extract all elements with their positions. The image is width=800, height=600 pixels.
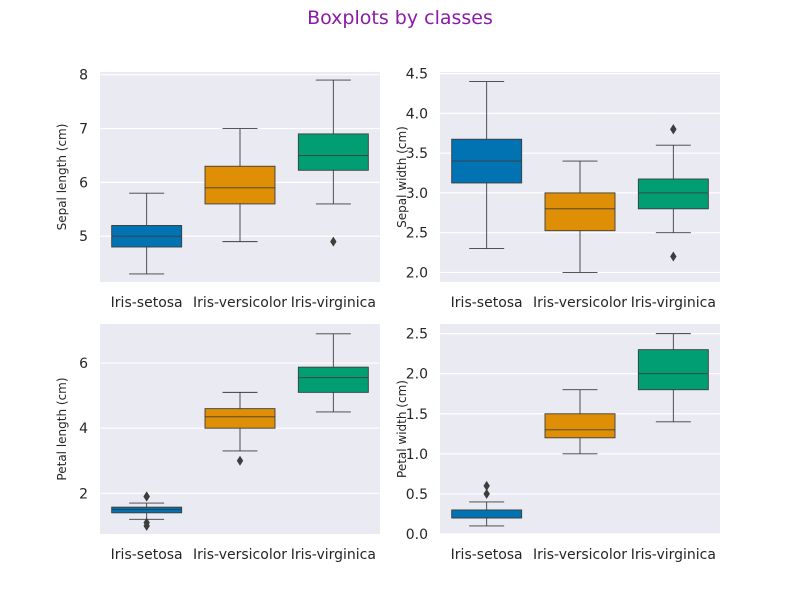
x-tick-label: Iris-setosa	[111, 547, 183, 563]
x-tick-label: Iris-virginica	[291, 295, 376, 311]
y-tick-label: 7	[79, 122, 88, 138]
box-iris-versicolor	[204, 408, 276, 429]
x-tick-label: Iris-setosa	[111, 295, 183, 311]
y-tick-label: 3.5	[406, 146, 428, 162]
y-tick-label: 3.0	[406, 186, 428, 202]
box-iris-virginica	[297, 366, 369, 393]
outlier-point	[143, 491, 150, 502]
y-tick-label: 4	[79, 421, 88, 437]
y-tick-label: 1.0	[406, 447, 428, 463]
box-iris-versicolor	[204, 165, 276, 205]
y-tick-label: 2	[79, 486, 88, 502]
outlier-point	[670, 124, 677, 135]
box-iris-versicolor	[544, 413, 616, 439]
figure-title: Boxplots by classes	[307, 7, 493, 29]
outlier-point	[236, 455, 244, 466]
y-tick-label: 2.5	[406, 327, 428, 343]
x-tick-label: Iris-versicolor	[533, 547, 627, 563]
y-axis-label: Petal width (cm)	[395, 380, 409, 478]
y-tick-label: 0.0	[406, 527, 428, 543]
y-tick-label: 5	[79, 229, 88, 245]
x-tick-label: Iris-versicolor	[533, 295, 627, 311]
box-iris-virginica	[637, 349, 709, 391]
y-axis-label: Sepal length (cm)	[55, 124, 69, 231]
y-tick-label: 6	[79, 356, 88, 372]
outlier-point	[483, 488, 490, 499]
y-tick-label: 4.0	[406, 106, 428, 122]
y-axis-label: Sepal width (cm)	[395, 126, 409, 228]
y-tick-label: 2.5	[406, 226, 428, 242]
y-tick-label: 1.5	[406, 407, 428, 423]
y-tick-label: 2.0	[406, 367, 428, 383]
box-iris-virginica	[637, 178, 709, 210]
y-tick-label: 4.5	[406, 67, 428, 83]
x-tick-label: Iris-virginica	[631, 547, 716, 563]
box-iris-virginica	[297, 133, 369, 171]
y-tick-label: 0.5	[406, 487, 428, 503]
x-tick-label: Iris-setosa	[451, 295, 523, 311]
box-iris-versicolor	[544, 192, 616, 232]
outlier-point	[670, 251, 677, 262]
x-tick-label: Iris-virginica	[631, 295, 716, 311]
y-axis-label: Petal length (cm)	[55, 377, 69, 480]
x-tick-label: Iris-setosa	[451, 547, 523, 563]
x-tick-label: Iris-versicolor	[193, 547, 287, 563]
y-tick-label: 2.0	[406, 265, 428, 281]
x-tick-label: Iris-virginica	[291, 547, 376, 563]
y-tick-label: 6	[79, 175, 88, 191]
outlier-point	[483, 480, 490, 491]
x-tick-label: Iris-versicolor	[193, 295, 287, 311]
y-tick-label: 8	[79, 68, 88, 84]
outlier-point	[143, 520, 150, 531]
box-iris-setosa	[451, 509, 523, 519]
outlier-point	[330, 236, 337, 247]
